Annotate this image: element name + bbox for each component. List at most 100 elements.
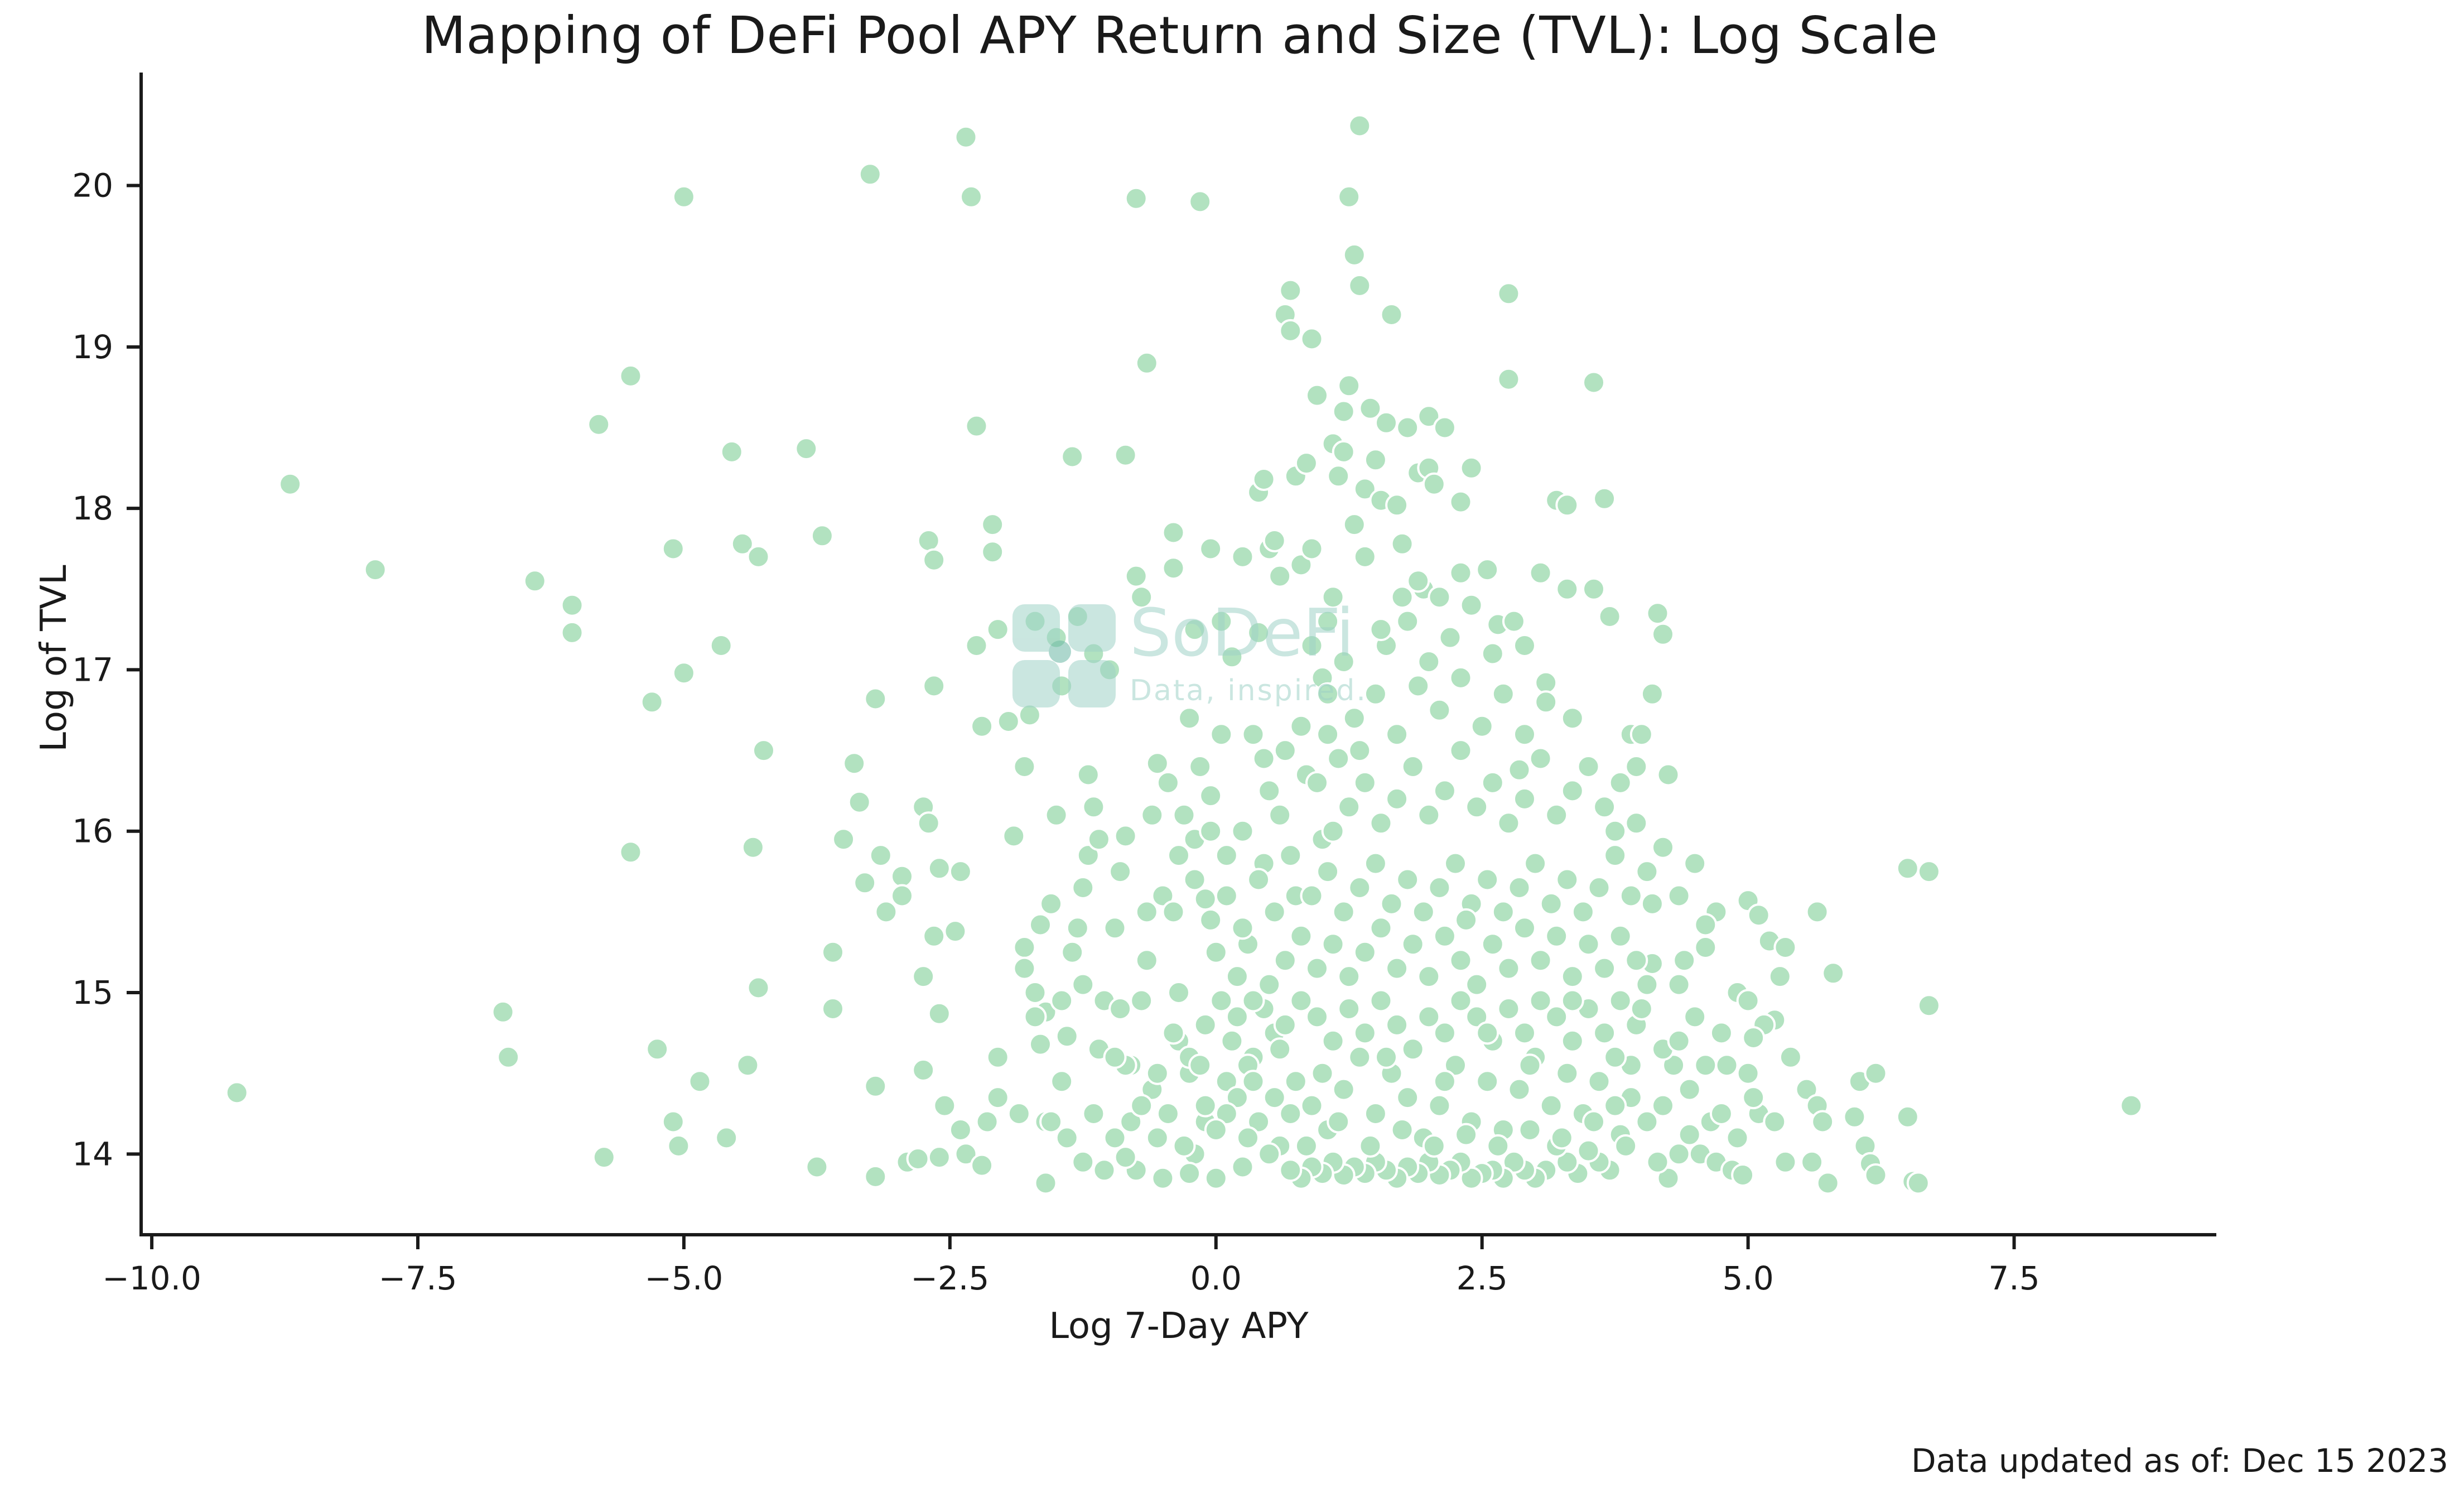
data-point [965,414,989,438]
data-point [1321,585,1345,609]
data-point [810,524,834,548]
data-point [1327,1110,1351,1134]
data-point [1747,903,1771,927]
data-point [1268,564,1292,588]
data-point [1385,1013,1409,1037]
data-point [1087,827,1111,851]
data-point [943,920,967,943]
data-point [1108,997,1132,1020]
data-point [1316,609,1340,633]
data-point [1279,844,1303,868]
data-point [1231,916,1255,940]
data-point [1257,1142,1281,1166]
data-point [1327,747,1351,771]
data-point [667,1134,691,1158]
watermark-brand: SoDeFi [1130,594,1354,671]
data-point [1353,940,1377,964]
data-point [1534,671,1558,695]
data-point [1321,1029,1345,1053]
data-point [1582,370,1605,394]
data-point [1130,989,1154,1013]
data-point [1082,1102,1106,1125]
data-point [661,1110,685,1134]
data-point [1348,739,1372,763]
data-point [1449,739,1473,763]
data-point [1279,319,1303,343]
y-tick-label: 17 [72,651,113,689]
data-point [1034,1171,1058,1195]
data-point [1268,1037,1292,1061]
data-point [1172,803,1196,827]
data-point [1560,989,1584,1013]
data-point [1231,819,1255,843]
data-point [1284,1070,1308,1094]
data-point [1917,860,1941,884]
data-point [858,162,882,186]
data-point [1385,723,1409,747]
data-point [1694,913,1718,937]
data-point [927,1145,951,1169]
data-point [1103,916,1127,940]
data-point [1279,278,1303,302]
data-point [1896,1105,1920,1129]
data-point [1231,545,1255,569]
data-updated-note: Data updated as of: Dec 15 2023 [1911,1442,2448,1480]
data-point [619,840,643,864]
data-point [1624,949,1648,973]
data-point [1598,605,1622,628]
data-point [1082,795,1106,819]
data-point [1454,1123,1478,1147]
data-point [927,1002,951,1026]
data-point [1811,1110,1835,1134]
data-point [832,827,856,851]
data-point [1273,739,1297,763]
data-point [1406,674,1430,698]
data-point [1167,844,1190,868]
data-point [1012,956,1036,980]
data-point [1513,723,1536,747]
data-point [1603,1094,1627,1118]
data-point [1528,949,1552,973]
data-point [996,710,1020,733]
data-point [1486,1134,1510,1158]
data-point [1273,949,1297,973]
data-point [1353,771,1377,795]
data-point [1534,690,1558,714]
data-point [1193,1013,1217,1037]
data-point [1821,961,1845,985]
data-point [1694,936,1718,959]
data-point [821,940,845,964]
data-point [1018,703,1041,727]
data-point [1715,1053,1739,1077]
data-point [1438,625,1462,649]
data-point [933,1094,957,1118]
data-point [1220,1029,1244,1053]
data-point [1113,824,1137,848]
data-point [1624,811,1648,835]
data-point [1683,851,1707,875]
data-point [1843,1105,1867,1129]
data-point [1337,185,1361,209]
data-point [1321,932,1345,956]
data-point [1273,1013,1297,1037]
data-point [1417,803,1441,827]
data-point [1327,464,1351,488]
data-point [1103,1045,1127,1069]
data-point [1002,824,1026,848]
data-point [640,690,664,714]
data-point [1358,396,1382,420]
data-point [1300,537,1324,561]
data-point [1422,1134,1446,1158]
data-point [1449,666,1473,690]
watermark: SoDeFi Data, inspired. [1012,594,1366,707]
data-point [1305,771,1329,795]
data-point [1906,1171,1930,1195]
data-point [1481,932,1505,956]
data-point [1023,981,1047,1004]
data-point [1385,493,1409,517]
data-point [1646,1150,1670,1174]
data-point [1497,282,1521,306]
data-point [1199,819,1223,843]
data-point [1113,443,1137,467]
